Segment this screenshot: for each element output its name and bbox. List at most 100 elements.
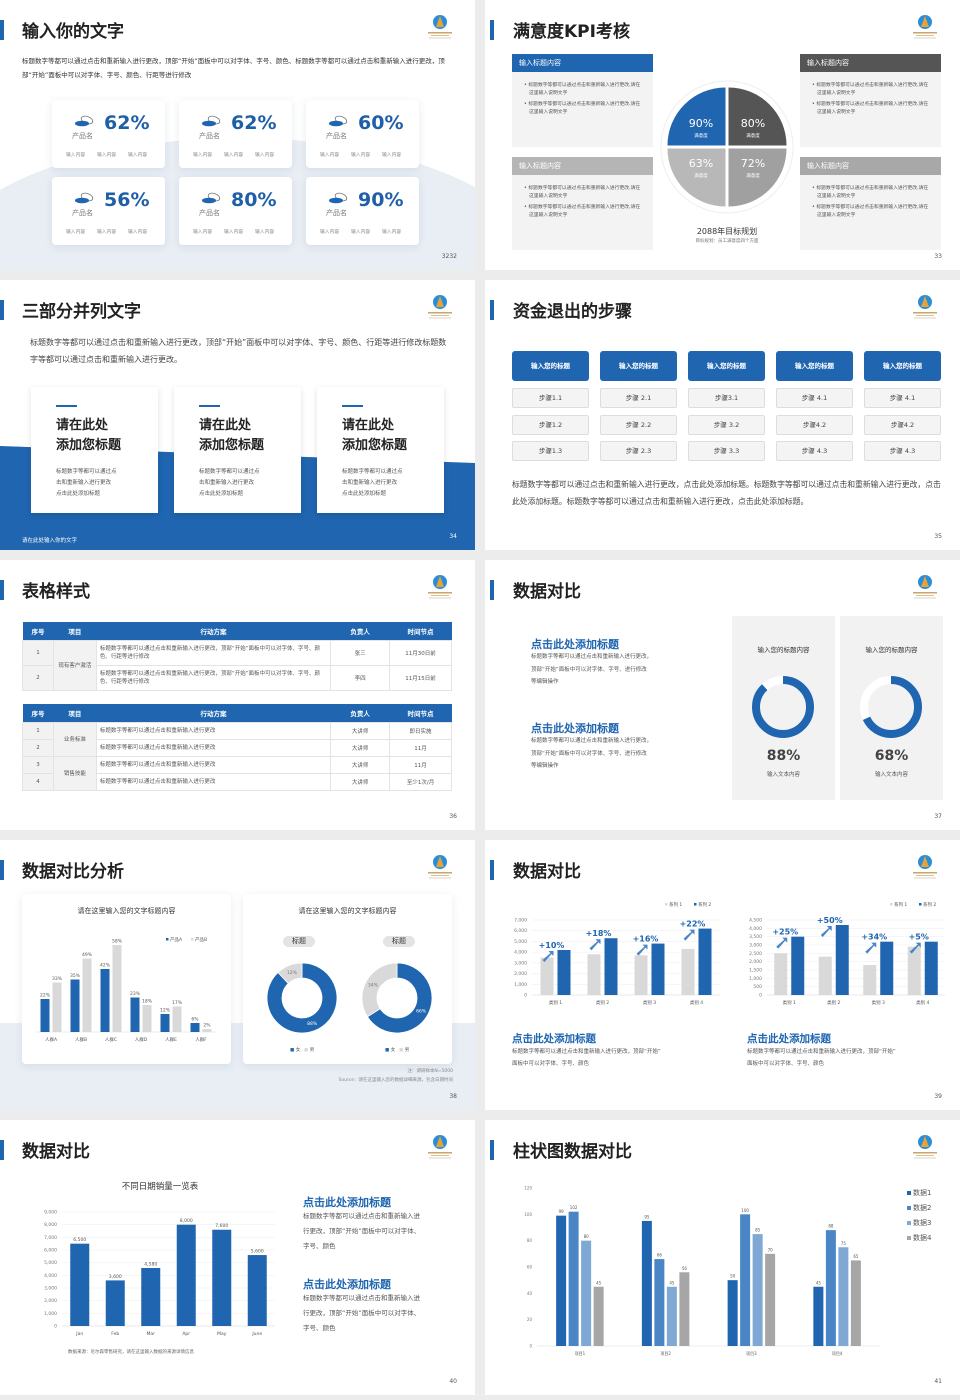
y-tick-label: 1,000 xyxy=(514,982,527,988)
legend-swatch xyxy=(907,1221,911,1225)
bar xyxy=(557,950,571,995)
bar xyxy=(70,979,80,1032)
donut-chart-2: 66% 34% xyxy=(362,963,432,1033)
stat-item: 输入内容 xyxy=(128,153,148,158)
step-header: 输入您的标题 xyxy=(688,351,765,381)
card-desc: 击和重新输入进行更改 xyxy=(199,480,255,486)
ring-label: 输入文本内容 xyxy=(874,772,908,778)
legend-label: 女 xyxy=(295,1048,301,1053)
bar xyxy=(112,945,122,1032)
x-tick-label: 类别 2 xyxy=(827,999,840,1006)
bar xyxy=(141,1267,161,1326)
bar xyxy=(40,999,50,1032)
card-title-line-1: 请在此处 xyxy=(199,418,252,433)
pie-quadrant xyxy=(667,87,726,146)
bullet-item: • 标题数字等都可以通过点击和重新输入进行更改,请在这里输入说明文字 xyxy=(524,83,641,96)
y-tick-label: 2,500 xyxy=(749,951,762,957)
bar xyxy=(172,1006,182,1032)
source-text: 数据来源：尼尔森零售研究，请在这里输入数据的来源详情信息 xyxy=(68,1350,194,1355)
cell-no: 3 xyxy=(22,755,54,774)
slide-title: 柱状图数据对比 xyxy=(513,1142,632,1162)
donut-slice xyxy=(362,963,398,1018)
legend-label: 数据1 xyxy=(913,1188,931,1197)
growth-arrow-icon xyxy=(820,926,832,937)
growth-annotation: +22% xyxy=(680,920,706,929)
bar-chart-card xyxy=(22,894,231,1064)
growth-annotation: +10% xyxy=(539,941,565,950)
bar xyxy=(82,958,92,1032)
table-header-row: 序号 项目 行动方案 负责人 时间节点 xyxy=(22,704,452,722)
y-tick-label: 5,000 xyxy=(514,939,527,945)
page-number: 3232 xyxy=(441,253,457,260)
y-tick-label: 3,000 xyxy=(749,943,762,949)
feature-card: 请在此处 添加您标题 标题数字等都可以通过点 击和重新输入进行更改 点击此处添加标题 xyxy=(174,387,301,513)
cell-project: 业务标准 xyxy=(52,721,97,757)
legend-label: 数据4 xyxy=(913,1233,932,1242)
x-tick-label: 项目3 xyxy=(746,1350,757,1356)
bullet-item: • 标题数字等都可以通过点击和重新输入进行更改,请在这里输入说明文字 xyxy=(812,186,929,199)
y-tick-label: 3,000 xyxy=(44,1286,57,1292)
pill-icon xyxy=(328,112,348,127)
column-header: 负责人 xyxy=(330,704,390,722)
growth-arrow-icon xyxy=(909,942,921,954)
legend-label: 女 xyxy=(390,1048,396,1053)
bar xyxy=(568,1211,579,1346)
block-text: 行更改，顶部“开始”面板中可以对字体、 xyxy=(303,1227,421,1235)
block-text: 顶部“开始”面板中可以对字体、字号、进行修改 xyxy=(531,750,647,757)
table-row: 2 标题数字等都可以通过点击和重新输入进行更改，顶部“开始”面板中可以对字体、字号… xyxy=(22,664,452,691)
cell-no: 2 xyxy=(22,664,54,691)
bar xyxy=(160,1014,170,1032)
y-tick-label: 2,000 xyxy=(749,959,762,965)
step-item: 步骤 2.3 xyxy=(600,441,677,461)
ring-card: 输入您的标题内容 88% 输入文本内容 xyxy=(732,616,835,800)
donut-chart-title: 请在这里输入您的文字标题内容 xyxy=(298,907,397,915)
slide-37: 数据对比 37 点击此处添加标题 标题数字等都可以通过点击和重新输入进行更改， 顶部… xyxy=(485,560,960,830)
bar xyxy=(765,1253,776,1346)
data-label: 45 xyxy=(596,1280,602,1285)
column-header: 行动方案 xyxy=(96,704,331,722)
quadrant-label: 满意度 xyxy=(694,132,708,139)
bar xyxy=(679,1272,690,1346)
bar xyxy=(727,1280,738,1346)
x-tick-label: 项目1 xyxy=(575,1350,586,1356)
legend-label: 男 xyxy=(309,1048,315,1053)
x-tick-label: 类别 1 xyxy=(549,999,562,1006)
step-item: 步骤 2.2 xyxy=(600,414,677,435)
stat-item: 输入内容 xyxy=(66,230,86,235)
product-name: 产品名 xyxy=(199,132,220,140)
intro-text: 标题数字等都可以通过点击和重新输入进行更改，顶部“开始”面板中可以对字体、字号、… xyxy=(22,57,445,79)
y-tick-label: 40 xyxy=(527,1291,533,1296)
legend-label: 系列 2 xyxy=(698,901,711,908)
data-label: 75 xyxy=(841,1241,847,1246)
step-item: 步骤 3.2 xyxy=(688,414,765,435)
step-item: 步骤 4.1 xyxy=(864,388,941,408)
data-label: 88 xyxy=(828,1224,834,1229)
data-label: 49% xyxy=(82,952,93,958)
bar xyxy=(863,965,877,995)
data-label: 56 xyxy=(682,1266,688,1271)
cell-time: 11月30日前 xyxy=(389,639,452,666)
legend-swatch xyxy=(166,938,169,941)
legend-swatch xyxy=(907,1236,911,1240)
bar xyxy=(634,955,648,995)
bar xyxy=(813,1286,824,1346)
quadrant-label: 满意度 xyxy=(694,172,708,179)
pill-icon xyxy=(201,112,221,127)
note-text: 注：调研样本N=5000 xyxy=(407,1069,453,1074)
legend-label: 系列 1 xyxy=(894,901,907,908)
x-tick-label: 人群D xyxy=(135,1036,148,1043)
y-tick-label: 5,000 xyxy=(44,1260,57,1266)
bar xyxy=(190,1023,200,1032)
bar xyxy=(176,1224,196,1326)
data-label: 18% xyxy=(142,999,153,1005)
card-accent-line xyxy=(56,405,77,407)
slide-35: 资金退出的步骤 标题数字等都可以通过点击和重新输入进行更改，点击此处添加标题。标… xyxy=(485,280,960,550)
column-header: 项目 xyxy=(53,704,97,722)
y-tick-label: 6,000 xyxy=(514,928,527,934)
title-accent xyxy=(490,20,494,40)
card-desc: 点击此处添加标题 xyxy=(199,491,244,497)
bullet-item: • 标题数字等都可以通过点击和重新输入进行更改,请在这里输入说明文字 xyxy=(812,102,929,115)
block-heading: 点击此处添加标题 xyxy=(303,1278,391,1291)
kpi-box-header: 输入标题内容 xyxy=(800,54,941,72)
block-text: 标题数字等都可以通过点击和重新输入进 xyxy=(303,1212,420,1220)
